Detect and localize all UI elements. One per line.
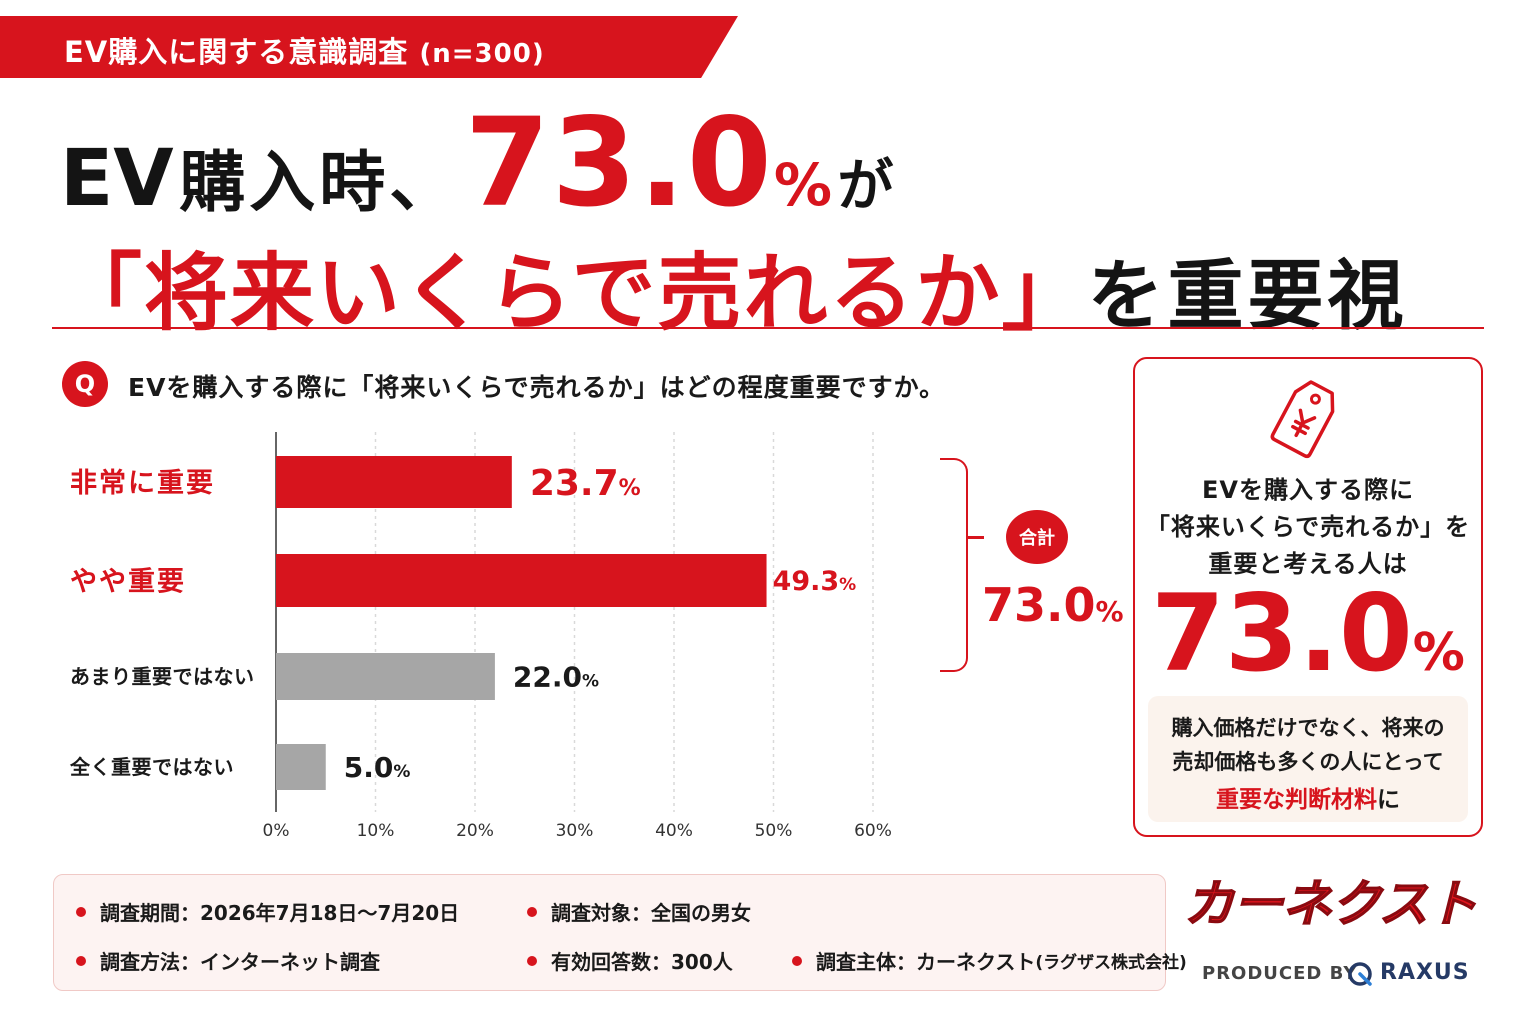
value-label: 22.0% <box>513 661 599 694</box>
headline-particle: が <box>837 154 894 219</box>
total-bracket <box>940 458 968 672</box>
value-label-unit: % <box>619 476 641 501</box>
bar <box>276 456 512 508</box>
produced-by-label: PRODUCED BY <box>1202 963 1358 984</box>
bullet-dot <box>76 955 86 966</box>
survey-method: 調査方法：インターネット調査 <box>76 946 380 975</box>
bullet-dot <box>527 955 537 966</box>
survey-method-text: 調査方法：インターネット調査 <box>100 950 380 974</box>
card-note-line-1: 購入価格だけでなく、将来の <box>1171 716 1445 740</box>
value-label-unit: % <box>393 762 410 782</box>
card-note-box <box>1148 696 1468 822</box>
bar <box>276 653 495 700</box>
survey-responses: 有効回答数：300人 <box>527 946 733 975</box>
survey-sponsor: 調査主体：カーネクスト (ラグザス株式会社) <box>792 946 1187 975</box>
card-big-percent-symbol: % <box>1412 623 1465 683</box>
headline-divider <box>52 327 1484 329</box>
value-label-unit: % <box>582 672 599 692</box>
headline-line-1: EV 購入時、 73.0% が <box>60 92 894 234</box>
total-badge: 合計 <box>1006 510 1068 564</box>
bullet-dot <box>792 955 802 966</box>
x-tick-label: 40% <box>655 821 693 841</box>
card-text-line-3: 重要と考える人は <box>1208 550 1408 578</box>
survey-sponsor-text: 調査主体：カーネクスト <box>816 950 1036 974</box>
headline-tail: を重要視 <box>1087 251 1408 340</box>
survey-period: 調査期間：2026年7月18日〜7月20日 <box>76 897 459 926</box>
survey-period-text: 調査期間：2026年7月18日〜7月20日 <box>100 901 460 925</box>
category-label: 非常に重要 <box>70 468 215 499</box>
survey-details-box <box>53 874 1166 991</box>
survey-sponsor-company: (ラグザス株式会社) <box>1035 953 1187 973</box>
bullet-dot <box>527 906 537 917</box>
total-bracket-tick <box>966 536 984 539</box>
headline-purchase-time: 購入時、 <box>179 144 460 221</box>
card-text-line-1: EVを購入する際に <box>1202 476 1414 504</box>
total-value-percent: % <box>1095 595 1124 628</box>
total-value: 73.0% <box>982 578 1124 632</box>
x-tick-label: 30% <box>556 821 594 841</box>
headline-percent-value: 73.0 <box>464 92 774 234</box>
bar <box>276 744 326 790</box>
question-text: EVを購入する際に「将来いくらで売れるか」はどの程度重要ですか。 <box>128 373 946 402</box>
headline-line-2: 「将来いくらで売れるか」を重要視 <box>58 226 1407 347</box>
x-tick-label: 60% <box>854 821 892 841</box>
survey-responses-text: 有効回答数：300人 <box>551 950 733 974</box>
survey-target: 調査対象：全国の男女 <box>527 897 751 926</box>
value-label: 49.3% <box>773 566 857 597</box>
carnext-logo: カーネクスト <box>1183 874 1478 934</box>
headline-quote: 「将来いくらで売れるか」 <box>58 244 1088 342</box>
survey-title: EV購入に関する意識調査 (n=300) <box>64 29 545 71</box>
value-label-number: 22.0 <box>513 661 582 694</box>
value-label-number: 23.7 <box>530 463 619 504</box>
raxus-logo-text: RAXUS <box>1380 960 1470 985</box>
card-note-tail: に <box>1377 787 1400 813</box>
category-label: やや重要 <box>70 567 186 598</box>
value-label: 23.7% <box>530 463 641 504</box>
card-big-value: 73.0 <box>1151 572 1413 695</box>
bullet-dot <box>76 906 86 917</box>
x-tick-label: 0% <box>263 821 290 841</box>
card-text-line-2: 「将来いくらで売れるか」を <box>1145 513 1471 541</box>
bar <box>276 554 767 607</box>
value-label-number: 49.3 <box>773 566 840 597</box>
value-label-number: 5.0 <box>344 751 394 784</box>
card-note-line-3: 重要な判断材料に <box>1148 780 1468 814</box>
category-label: あまり重要ではない <box>70 665 255 689</box>
value-label-unit: % <box>839 575 856 595</box>
category-label: 全く重要ではない <box>69 755 234 779</box>
headline-ev: EV <box>60 134 174 224</box>
survey-title-text: EV購入に関する意識調査 <box>64 35 409 69</box>
question-badge: Q <box>62 361 108 407</box>
raxus-logo-icon <box>1348 962 1372 986</box>
survey-target-text: 調査対象：全国の男女 <box>551 901 751 925</box>
x-tick-label: 10% <box>357 821 395 841</box>
survey-sample-size: (n=300) <box>419 39 545 69</box>
value-label: 5.0% <box>344 751 411 784</box>
bar-chart: 0% 10% 20% 30% 40% 50% 60% 非常に重要 23.7% やや重要 49.3% あ… <box>69 432 892 841</box>
x-tick-label: 20% <box>456 821 494 841</box>
headline-percent-symbol: % <box>773 151 832 219</box>
yen-price-tag-icon <box>1270 380 1335 459</box>
header-ribbon <box>0 16 738 78</box>
card-big-percent: 73.0% <box>1133 572 1483 695</box>
card-note-line-2: 売却価格も多くの人にとって <box>1172 750 1444 774</box>
card-note-emphasis: 重要な判断材料 <box>1216 787 1377 813</box>
total-value-number: 73.0 <box>982 578 1096 632</box>
x-tick-label: 50% <box>755 821 793 841</box>
